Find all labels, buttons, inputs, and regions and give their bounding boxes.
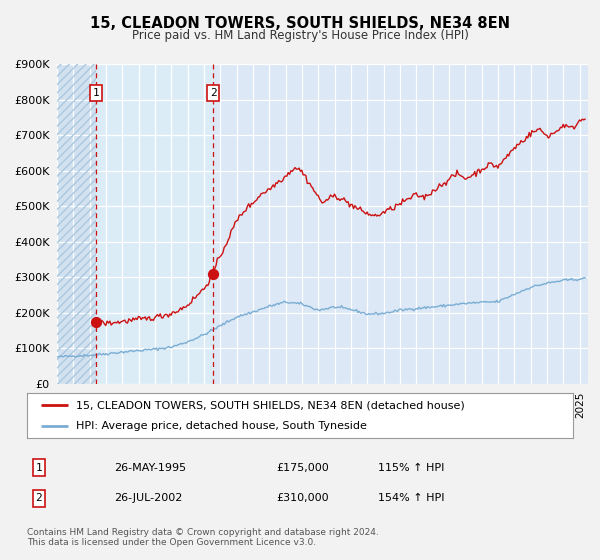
Text: 154% ↑ HPI: 154% ↑ HPI (378, 493, 445, 503)
Text: 15, CLEADON TOWERS, SOUTH SHIELDS, NE34 8EN (detached house): 15, CLEADON TOWERS, SOUTH SHIELDS, NE34 … (76, 400, 465, 410)
Bar (57, 64, 96, 384)
Text: 115% ↑ HPI: 115% ↑ HPI (378, 463, 445, 473)
Text: 26-MAY-1995: 26-MAY-1995 (114, 463, 186, 473)
Text: Contains HM Land Registry data © Crown copyright and database right 2024.
This d: Contains HM Land Registry data © Crown c… (27, 528, 379, 547)
Bar (57, 64, 96, 384)
Text: 2: 2 (210, 88, 217, 98)
Text: 15, CLEADON TOWERS, SOUTH SHIELDS, NE34 8EN: 15, CLEADON TOWERS, SOUTH SHIELDS, NE34 … (90, 16, 510, 31)
Text: 2: 2 (35, 493, 43, 503)
Text: 1: 1 (93, 88, 100, 98)
Point (91, 317, 101, 326)
Text: 26-JUL-2002: 26-JUL-2002 (114, 493, 182, 503)
Text: Price paid vs. HM Land Registry's House Price Index (HPI): Price paid vs. HM Land Registry's House … (131, 29, 469, 43)
Point (208, 269, 218, 278)
Text: 1: 1 (35, 463, 43, 473)
Bar (96, 64, 213, 384)
Text: HPI: Average price, detached house, South Tyneside: HPI: Average price, detached house, Sout… (76, 421, 367, 431)
Text: £310,000: £310,000 (276, 493, 329, 503)
Text: £175,000: £175,000 (276, 463, 329, 473)
